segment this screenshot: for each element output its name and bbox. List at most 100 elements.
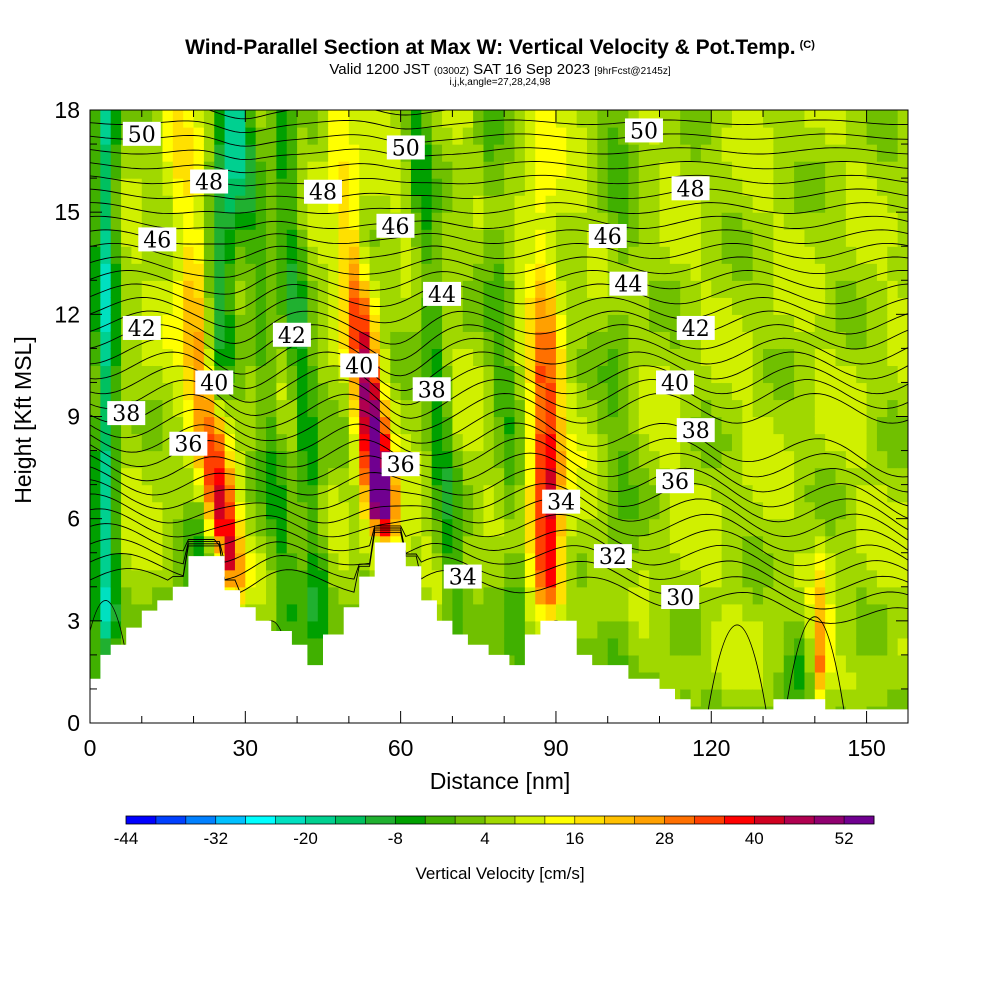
velocity-cell (348, 467, 360, 486)
velocity-cell (742, 416, 754, 435)
velocity-cell (835, 688, 847, 707)
velocity-cell (297, 195, 309, 213)
isentrope-line (90, 133, 908, 147)
velocity-cell (452, 467, 464, 486)
velocity-cell (680, 569, 692, 588)
velocity-cell (100, 501, 112, 520)
velocity-cell (545, 110, 557, 128)
velocity-cell (172, 144, 184, 162)
velocity-cell (825, 331, 837, 349)
velocity-cell (814, 144, 826, 162)
velocity-cell (535, 501, 547, 520)
velocity-cell (731, 110, 743, 128)
velocity-cell (783, 433, 795, 452)
isentrope-label: 32 (599, 545, 627, 570)
isentrope-line (90, 50, 908, 62)
velocity-cell (183, 348, 195, 367)
velocity-cell (680, 654, 692, 673)
velocity-cell (628, 552, 640, 571)
velocity-cell (276, 416, 288, 435)
velocity-cell (876, 365, 888, 384)
velocity-cell (804, 229, 816, 247)
velocity-cell (845, 314, 857, 332)
velocity-cell (887, 399, 899, 418)
velocity-cell (545, 586, 557, 605)
velocity-cell (245, 212, 257, 230)
velocity-cell (276, 178, 288, 196)
velocity-cell (90, 399, 101, 418)
velocity-cell (307, 127, 319, 145)
velocity-cell (628, 501, 640, 520)
velocity-cell (866, 382, 878, 401)
velocity-cell (504, 433, 516, 452)
velocity-cell (400, 365, 412, 384)
velocity-cell (183, 399, 195, 418)
velocity-cell (193, 144, 205, 162)
velocity-cell (245, 399, 257, 418)
velocity-cell (587, 467, 598, 486)
isentrope-label: 42 (278, 324, 306, 349)
velocity-cell (866, 399, 878, 418)
velocity-cell (462, 467, 474, 486)
velocity-cell (266, 433, 277, 452)
velocity-cell (297, 144, 309, 162)
velocity-cell (473, 365, 485, 384)
velocity-cell (763, 688, 774, 707)
velocity-cell (286, 416, 298, 435)
velocity-cell (535, 518, 547, 537)
velocity-cell (338, 195, 350, 213)
velocity-cell (887, 263, 899, 281)
velocity-cell (442, 365, 453, 384)
velocity-cell (442, 416, 453, 435)
velocity-cell (628, 399, 640, 418)
velocity-cell (897, 620, 908, 639)
velocity-cell (452, 348, 464, 367)
velocity-cell (224, 450, 236, 469)
velocity-cell (587, 280, 598, 298)
velocity-cell (825, 263, 837, 281)
velocity-cell (317, 280, 329, 298)
velocity-cell (203, 280, 215, 298)
velocity-cell (628, 212, 640, 230)
velocity-cell (214, 212, 226, 230)
velocity-cell (566, 603, 578, 622)
velocity-cell (421, 518, 433, 537)
velocity-cell (597, 144, 609, 162)
velocity-cell (804, 416, 816, 435)
velocity-cell (493, 246, 505, 264)
velocity-cell (835, 586, 847, 605)
velocity-cell (317, 552, 329, 571)
velocity-cell (783, 365, 795, 384)
velocity-cell (669, 484, 681, 503)
velocity-cell (680, 127, 692, 145)
velocity-cell (400, 552, 412, 571)
colorbar-swatch (754, 816, 785, 824)
velocity-cell (266, 246, 277, 264)
velocity-cell (131, 144, 143, 162)
velocity-cell (245, 195, 257, 213)
velocity-cell (317, 297, 329, 315)
velocity-cell (638, 195, 650, 213)
velocity-cell (700, 399, 712, 418)
velocity-cell (359, 280, 371, 298)
velocity-cell (804, 331, 816, 349)
velocity-cell (711, 484, 723, 503)
velocity-cell (773, 314, 785, 332)
velocity-cell (669, 688, 681, 707)
velocity-cell (514, 212, 526, 230)
velocity-cell (866, 229, 878, 247)
velocity-cell (493, 348, 505, 367)
velocity-cell (825, 144, 837, 162)
velocity-cell (524, 399, 536, 418)
velocity-cell (783, 671, 795, 690)
velocity-cell (110, 246, 122, 264)
velocity-cell (297, 365, 309, 384)
velocity-cell (814, 603, 826, 622)
velocity-cell (700, 212, 712, 230)
velocity-cell (876, 297, 888, 315)
velocity-cell (700, 654, 712, 673)
velocity-cell (421, 127, 433, 145)
velocity-cell (214, 467, 226, 486)
colorbar-tick-label: 52 (835, 829, 854, 848)
velocity-cell (597, 433, 609, 452)
